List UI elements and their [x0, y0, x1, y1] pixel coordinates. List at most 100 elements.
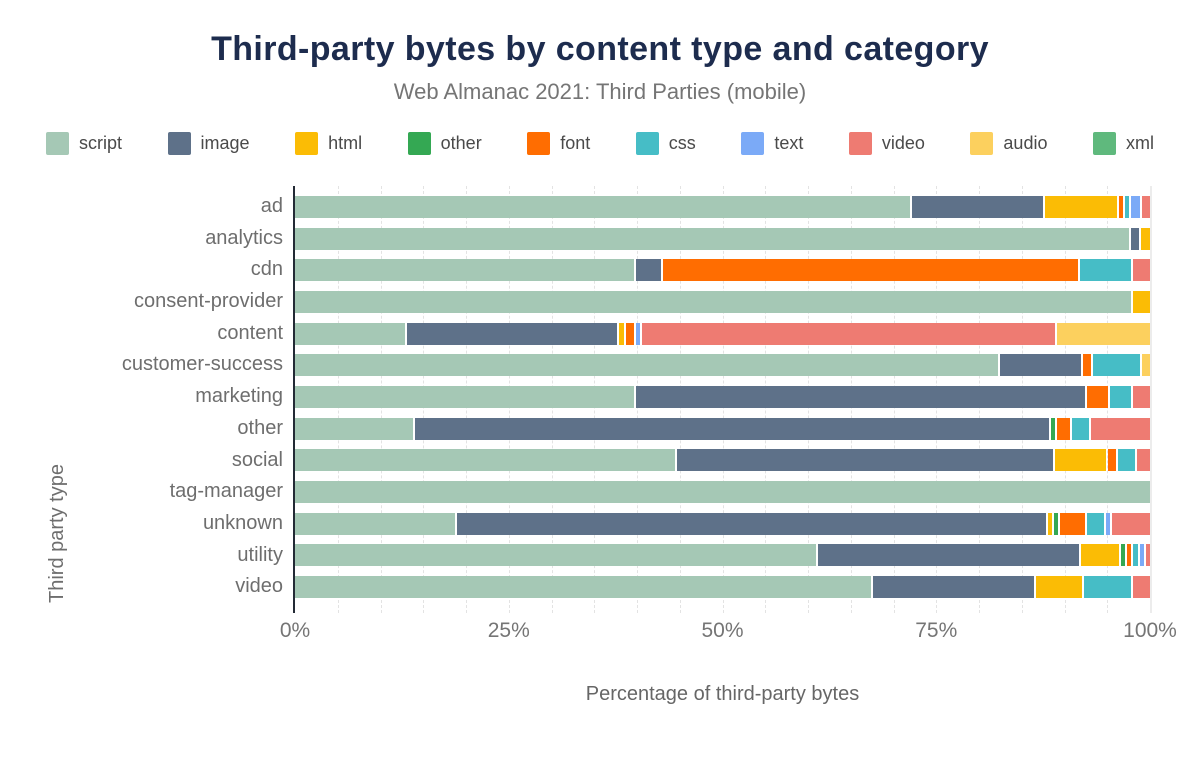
- y-label-cdn: cdn: [250, 258, 283, 281]
- segment-script: [295, 417, 414, 440]
- bar-row-other: [295, 413, 1150, 445]
- segment-html: [619, 322, 624, 345]
- y-label-social: social: [231, 448, 283, 471]
- y-label-marketing: marketing: [195, 385, 283, 408]
- gridline-100: [1150, 186, 1152, 613]
- segment-html: [1081, 544, 1120, 567]
- x-tick-100: 100%: [1123, 619, 1177, 642]
- y-axis-labels: ad analytics cdn consent-provider content cus…: [0, 191, 283, 603]
- segment-text: [1105, 512, 1111, 535]
- stacked-bar-ad: [295, 195, 1150, 218]
- segment-image: [635, 385, 1085, 408]
- stacked-bar-analytics: [295, 227, 1150, 250]
- segment-image: [872, 576, 1034, 599]
- segment-text: [635, 322, 641, 345]
- stacked-bar-cdn: [295, 259, 1150, 282]
- legend-item-css: css: [635, 132, 696, 155]
- stacked-bar-video: [295, 576, 1150, 599]
- segment-image: [415, 417, 1050, 440]
- segment-font: [663, 259, 1079, 282]
- legend-label: css: [668, 133, 696, 153]
- segment-video: [1137, 449, 1150, 472]
- segment-html: [1047, 512, 1052, 535]
- bar-row-ad: [295, 191, 1150, 223]
- segment-other: [1121, 544, 1126, 567]
- segment-font: [1127, 544, 1132, 567]
- segment-text: [1139, 544, 1144, 567]
- legend-item-xml: xml: [1093, 132, 1154, 155]
- segment-text: [1131, 195, 1140, 218]
- segment-css: [1084, 576, 1132, 599]
- legend-swatch-video: [848, 132, 872, 155]
- legend-swatch-audio: [970, 132, 994, 155]
- legend-item-video: video: [848, 132, 925, 155]
- segment-font: [1086, 385, 1108, 408]
- segment-image: [406, 322, 618, 345]
- x-tick-0: 0%: [279, 619, 311, 642]
- legend-item-other: other: [407, 132, 482, 155]
- stacked-bar-social: [295, 449, 1150, 472]
- segment-script: [295, 322, 405, 345]
- bar-row-content: [295, 318, 1150, 350]
- segment-script: [295, 512, 455, 535]
- segment-video: [1133, 259, 1150, 282]
- segment-css: [1080, 259, 1132, 282]
- segment-video: [1090, 417, 1150, 440]
- legend-swatch-html: [295, 132, 319, 155]
- y-label-analytics: analytics: [205, 226, 283, 249]
- segment-video: [1133, 576, 1150, 599]
- y-label-tag-manager: tag-manager: [169, 480, 283, 503]
- bar-row-analytics: [295, 223, 1150, 255]
- segment-html: [1035, 576, 1083, 599]
- segment-script: [295, 385, 634, 408]
- segment-html: [1055, 449, 1106, 472]
- segment-image: [456, 512, 1046, 535]
- segment-image: [635, 259, 662, 282]
- legend-swatch-script: [46, 132, 69, 155]
- legend-label: font: [560, 133, 591, 153]
- legend-swatch-css: [635, 132, 659, 155]
- stacked-bar-other: [295, 417, 1150, 440]
- bar-row-utility: [295, 540, 1151, 572]
- legend-label: html: [328, 133, 363, 153]
- legend-label: image: [200, 133, 250, 153]
- legend-swatch-text: [741, 132, 765, 155]
- segment-image: [1000, 354, 1081, 377]
- segment-css: [1109, 385, 1132, 408]
- segment-audio: [1141, 354, 1151, 377]
- bar-row-social: [295, 445, 1150, 477]
- y-label-unknown: unknown: [202, 511, 283, 534]
- segment-script: [295, 481, 1150, 504]
- x-tick-50: 50%: [701, 619, 744, 642]
- segment-video: [642, 322, 1056, 345]
- segment-css: [1118, 449, 1136, 472]
- y-label-consent-provider: consent-provider: [134, 290, 283, 313]
- segment-css: [1133, 544, 1138, 567]
- stacked-bar-consent-provider: [295, 290, 1150, 313]
- plot-area: Percentage of third-party bytes 0% 25% 50%…: [280, 186, 1177, 705]
- bar-row-consent-provider: [295, 286, 1150, 318]
- legend-label: xml: [1126, 133, 1154, 153]
- legend-item-audio: audio: [970, 132, 1047, 155]
- x-tick-25: 25%: [487, 619, 530, 642]
- segment-script: [295, 195, 911, 218]
- segment-html: [1045, 195, 1117, 218]
- legend-swatch-other: [407, 132, 431, 155]
- segment-font: [625, 322, 634, 345]
- stacked-bar-unknown: [295, 512, 1151, 535]
- segment-html: [1132, 290, 1150, 313]
- segment-css: [1087, 512, 1104, 535]
- chart-title: Third-party bytes by content type and ca…: [211, 30, 989, 68]
- stacked-bar-content: [295, 322, 1150, 345]
- bar-row-customer-success: [295, 349, 1151, 381]
- segment-script: [295, 290, 1131, 313]
- y-label-utility: utility: [237, 543, 283, 566]
- bar-row-tag-manager: [295, 476, 1150, 508]
- legend-swatch-xml: [1093, 132, 1116, 155]
- segment-script: [295, 449, 676, 472]
- y-label-ad: ad: [260, 195, 283, 217]
- segment-image: [1130, 227, 1140, 250]
- x-axis-title: Percentage of third-party bytes: [585, 683, 860, 705]
- legend-item-font: font: [527, 132, 590, 155]
- segment-script: [295, 259, 634, 282]
